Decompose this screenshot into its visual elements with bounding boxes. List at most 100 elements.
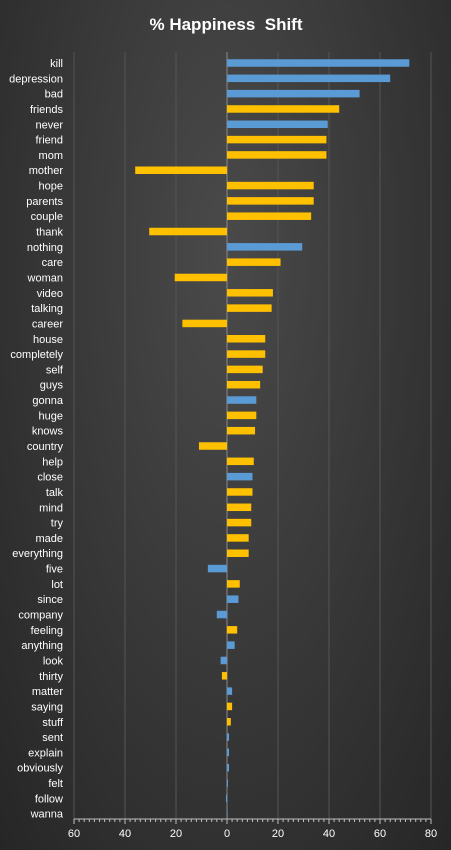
category-label-mind: mind bbox=[39, 502, 63, 514]
bar-talk bbox=[227, 488, 253, 496]
x-tick-label: 20 bbox=[170, 828, 182, 840]
category-label-thirty: thirty bbox=[39, 671, 63, 683]
bar-self bbox=[227, 365, 263, 374]
bars bbox=[135, 59, 410, 818]
bar-five bbox=[207, 564, 227, 573]
bar-obviously bbox=[227, 763, 230, 772]
x-tick-label: 40 bbox=[323, 828, 335, 840]
category-label-couple: couple bbox=[31, 211, 63, 223]
bar-care bbox=[227, 258, 281, 266]
bar-made bbox=[227, 534, 249, 542]
bar-country bbox=[198, 442, 227, 450]
x-tick-label: 40 bbox=[119, 828, 131, 840]
category-label-wanna: wanna bbox=[30, 809, 64, 821]
category-label-friends: friends bbox=[30, 104, 64, 116]
category-label-never: never bbox=[35, 119, 63, 131]
bar-mom bbox=[227, 151, 327, 159]
bar-knows bbox=[227, 426, 256, 435]
bar-video bbox=[227, 289, 273, 297]
category-label-anything: anything bbox=[21, 640, 63, 652]
category-label-country: country bbox=[27, 441, 64, 453]
bar-thirty bbox=[221, 672, 227, 680]
bar-close bbox=[227, 472, 253, 481]
bar-depression bbox=[227, 74, 391, 83]
bar-wanna bbox=[227, 809, 228, 818]
category-label-talking: talking bbox=[31, 303, 63, 315]
bar-parents bbox=[227, 197, 314, 205]
category-label-bad: bad bbox=[45, 89, 63, 101]
bar-thank bbox=[149, 227, 227, 236]
x-tick-label: 0 bbox=[224, 828, 230, 840]
x-tick-label: 80 bbox=[425, 828, 437, 840]
category-label-huge: huge bbox=[39, 410, 63, 422]
x-tick-label: 60 bbox=[68, 828, 80, 840]
bar-since bbox=[227, 595, 239, 603]
x-tick-label: 20 bbox=[272, 828, 284, 840]
bar-matter bbox=[227, 687, 233, 695]
bar-help bbox=[227, 457, 254, 466]
x-tick-label: 60 bbox=[374, 828, 386, 840]
category-label-depression: depression bbox=[9, 73, 63, 85]
bar-talking bbox=[227, 304, 272, 312]
category-label-sent: sent bbox=[42, 732, 63, 744]
category-label-house: house bbox=[33, 334, 63, 346]
bar-hope bbox=[227, 181, 314, 190]
category-label-help: help bbox=[42, 456, 63, 468]
category-label-career: career bbox=[32, 318, 64, 330]
bar-huge bbox=[227, 411, 257, 420]
x-axis: 60 40 20 0 20 40 60 80 bbox=[68, 818, 437, 840]
category-label-self: self bbox=[46, 364, 64, 376]
bar-friends bbox=[227, 105, 340, 113]
category-label-company: company bbox=[18, 610, 63, 622]
bar-saying bbox=[227, 702, 233, 711]
category-label-lot: lot bbox=[51, 579, 63, 591]
bar-lot bbox=[227, 580, 240, 588]
category-label-care: care bbox=[42, 257, 63, 269]
bar-never bbox=[227, 120, 328, 129]
category-label-everything: everything bbox=[12, 548, 63, 560]
bar-try bbox=[227, 518, 252, 527]
bar-woman bbox=[174, 273, 227, 282]
category-label-guys: guys bbox=[40, 380, 64, 392]
category-label-close: close bbox=[37, 472, 63, 484]
category-label-mother: mother bbox=[29, 165, 64, 177]
bar-bad bbox=[227, 89, 360, 98]
bar-mother bbox=[135, 166, 227, 174]
category-label-five: five bbox=[46, 564, 63, 576]
category-label-talk: talk bbox=[46, 487, 64, 499]
category-label-thank: thank bbox=[36, 227, 63, 239]
category-label-video: video bbox=[37, 288, 63, 300]
category-label-feeling: feeling bbox=[31, 625, 63, 637]
category-label-completely: completely bbox=[10, 349, 63, 361]
category-label-made: made bbox=[35, 533, 63, 545]
bar-couple bbox=[227, 212, 312, 220]
category-label-knows: knows bbox=[32, 426, 64, 438]
category-label-felt: felt bbox=[48, 778, 63, 790]
category-label-kill: kill bbox=[50, 58, 63, 70]
bar-sent bbox=[227, 733, 230, 741]
bar-house bbox=[227, 335, 266, 343]
bar-nothing bbox=[227, 243, 303, 251]
bar-explain bbox=[227, 748, 230, 757]
category-label-nothing: nothing bbox=[27, 242, 63, 254]
category-label-try: try bbox=[51, 518, 64, 530]
category-labels: kill depression bad friends never friend mom mo… bbox=[9, 58, 64, 821]
category-label-look: look bbox=[43, 655, 64, 667]
bar-career bbox=[182, 319, 227, 328]
category-label-mom: mom bbox=[39, 150, 63, 162]
bar-guys bbox=[227, 380, 261, 389]
category-label-obviously: obviously bbox=[17, 763, 63, 775]
category-label-hope: hope bbox=[39, 181, 63, 193]
gridlines bbox=[73, 52, 432, 819]
category-label-follow: follow bbox=[35, 793, 63, 805]
category-label-matter: matter bbox=[32, 686, 64, 698]
bar-felt bbox=[227, 779, 229, 787]
category-label-since: since bbox=[37, 594, 63, 606]
category-label-stuff: stuff bbox=[42, 717, 64, 729]
bar-follow bbox=[225, 794, 227, 803]
bar-look bbox=[220, 656, 227, 665]
bar-mind bbox=[227, 503, 252, 512]
bar-kill bbox=[227, 59, 410, 67]
category-label-friend: friend bbox=[35, 135, 63, 147]
